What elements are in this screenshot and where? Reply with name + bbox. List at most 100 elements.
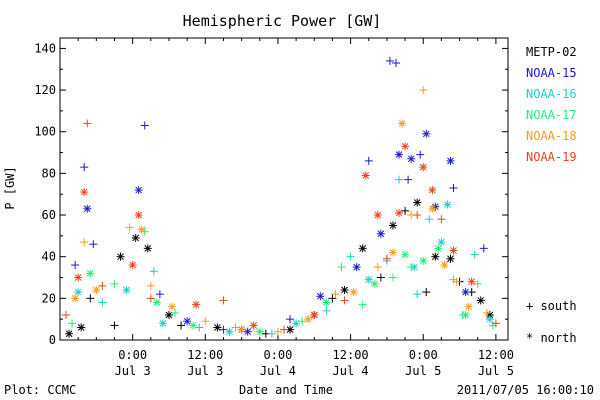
data-point bbox=[122, 286, 131, 295]
data-point bbox=[143, 244, 152, 253]
data-point bbox=[376, 229, 385, 238]
data-point bbox=[449, 246, 458, 255]
data-point-stroke bbox=[341, 286, 348, 294]
data-point bbox=[485, 315, 494, 324]
data-point-stroke bbox=[362, 172, 370, 179]
data-point bbox=[146, 281, 155, 290]
data-point bbox=[395, 208, 404, 217]
data-points bbox=[62, 56, 500, 338]
data-point bbox=[437, 238, 446, 247]
data-point bbox=[219, 296, 228, 305]
data-point bbox=[419, 86, 428, 95]
data-point-stroke bbox=[398, 120, 406, 127]
data-point-stroke bbox=[144, 245, 152, 252]
data-point bbox=[195, 323, 204, 332]
data-point bbox=[164, 311, 173, 320]
data-point-stroke bbox=[447, 255, 454, 263]
data-point bbox=[286, 315, 295, 324]
data-point-stroke bbox=[256, 328, 264, 336]
y-tick-label: 80 bbox=[42, 166, 56, 180]
data-point bbox=[479, 244, 488, 253]
data-point bbox=[155, 290, 164, 299]
data-point bbox=[255, 327, 264, 336]
data-point bbox=[385, 56, 394, 65]
data-point bbox=[352, 263, 361, 272]
data-point-stroke bbox=[83, 205, 91, 213]
data-point-stroke bbox=[438, 238, 445, 246]
data-point bbox=[428, 186, 437, 195]
data-point bbox=[373, 263, 382, 272]
data-point bbox=[134, 211, 143, 220]
x-tick-date-label: Jul 4 bbox=[260, 364, 296, 378]
data-point bbox=[419, 256, 428, 265]
legend-entry: METP-02 bbox=[526, 45, 577, 59]
data-point-stroke bbox=[226, 328, 233, 336]
data-point bbox=[83, 119, 92, 128]
data-point-stroke bbox=[238, 326, 245, 333]
data-point-stroke bbox=[389, 249, 397, 256]
data-point bbox=[219, 325, 228, 334]
data-point bbox=[273, 327, 282, 336]
legend-entry: NOAA-16 bbox=[526, 87, 577, 101]
data-point bbox=[80, 238, 89, 247]
data-point-stroke bbox=[462, 311, 469, 319]
data-point-stroke bbox=[250, 322, 258, 329]
data-point-stroke bbox=[371, 280, 379, 288]
y-tick-label: 60 bbox=[42, 208, 56, 222]
data-point bbox=[476, 296, 485, 305]
data-point-stroke bbox=[477, 297, 485, 304]
data-point bbox=[364, 156, 373, 165]
data-point bbox=[443, 200, 452, 209]
x-tick-time-label: 0:00 bbox=[263, 348, 292, 362]
data-point bbox=[286, 325, 295, 334]
data-point bbox=[446, 254, 455, 263]
data-point bbox=[298, 317, 307, 326]
data-point-stroke bbox=[74, 274, 82, 281]
data-point bbox=[68, 319, 77, 328]
x-tick-date-label: Jul 5 bbox=[405, 364, 441, 378]
data-point-stroke bbox=[189, 322, 197, 329]
legend-entry: NOAA-17 bbox=[526, 108, 577, 122]
data-point bbox=[152, 298, 161, 307]
data-point-stroke bbox=[465, 303, 473, 311]
data-point bbox=[280, 325, 288, 334]
data-point-stroke bbox=[192, 301, 200, 308]
data-point-stroke bbox=[74, 288, 82, 296]
data-point bbox=[401, 206, 410, 215]
data-point bbox=[467, 277, 476, 286]
data-point bbox=[340, 296, 349, 305]
data-point bbox=[71, 294, 80, 303]
data-point-stroke bbox=[244, 328, 252, 336]
data-point bbox=[419, 163, 428, 172]
legend-entry: NOAA-19 bbox=[526, 150, 577, 164]
data-point bbox=[437, 215, 446, 224]
data-point-stroke bbox=[286, 326, 294, 333]
data-point bbox=[382, 254, 391, 263]
x-tick-date-label: Jul 3 bbox=[187, 364, 223, 378]
data-point bbox=[461, 288, 470, 297]
data-point bbox=[80, 188, 89, 197]
data-point bbox=[86, 294, 95, 303]
data-point bbox=[449, 183, 458, 192]
data-point bbox=[146, 294, 155, 303]
plot-frame bbox=[59, 37, 509, 341]
data-point bbox=[392, 58, 400, 67]
data-point bbox=[158, 319, 167, 328]
data-point bbox=[422, 129, 431, 138]
data-point bbox=[376, 273, 385, 282]
data-point-stroke bbox=[407, 155, 415, 163]
data-point bbox=[140, 121, 149, 130]
generation-timestamp: 2011/07/05 16:00:10 bbox=[457, 383, 594, 397]
data-point-stroke bbox=[395, 151, 403, 158]
data-point bbox=[361, 171, 370, 180]
data-point-stroke bbox=[395, 209, 403, 217]
data-point bbox=[110, 279, 119, 288]
data-point-stroke bbox=[486, 315, 494, 323]
data-point bbox=[440, 261, 449, 270]
data-point bbox=[86, 269, 95, 278]
data-point-stroke bbox=[77, 324, 85, 331]
data-point-stroke bbox=[135, 186, 143, 194]
chart-title: Hemispheric Power [GW] bbox=[183, 12, 382, 30]
data-point-stroke bbox=[462, 288, 469, 296]
data-point bbox=[388, 221, 397, 230]
